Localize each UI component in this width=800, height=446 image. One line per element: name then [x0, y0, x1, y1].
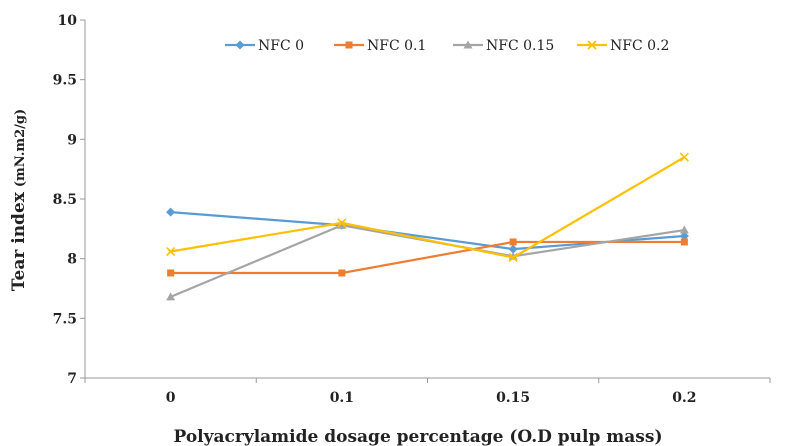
- y-tick-label: 8.5: [53, 192, 77, 208]
- y-axis-title: Tear index(mN.m2/g): [9, 109, 29, 291]
- y-tick-label: 8: [67, 252, 77, 268]
- data-point-nfc-0-15: [337, 220, 347, 229]
- series-line-nfc-0-1: [170, 240, 685, 275]
- data-point-nfc-0: [166, 207, 176, 217]
- series-layer: [166, 152, 689, 301]
- y-tick-label: 10: [58, 13, 78, 29]
- data-point-nfc-0-2: [508, 252, 518, 263]
- data-point-nfc-0-2: [679, 152, 689, 162]
- series-nfc-0: [166, 207, 689, 254]
- data-point-nfc-0-2: [166, 246, 176, 257]
- data-point-nfc-0-15: [166, 292, 176, 301]
- y-tick-label: 7.5: [53, 311, 77, 327]
- x-tick-label: 0.15: [496, 390, 530, 406]
- legend-item-nfc-0-2: NFC 0.2: [577, 38, 669, 54]
- x-tick-labels: 0 0.1 0.15 0.2: [84, 378, 771, 406]
- data-point-nfc-0-1: [167, 269, 175, 277]
- series-nfc-0-1: [167, 238, 688, 277]
- data-point-legend-nfc-0-2: [587, 40, 597, 50]
- x-axis-title: Polyacrylamide dosage percentage (O.D pu…: [174, 427, 663, 446]
- y-tick-label: 9.5: [53, 73, 77, 89]
- x-tick-label: 0.1: [330, 390, 354, 406]
- series-nfc-0-2: [166, 152, 689, 263]
- legend-label: NFC 0.1: [367, 38, 426, 54]
- y-tick-label: 9: [67, 132, 77, 148]
- data-point-nfc-0-15: [679, 225, 689, 234]
- series-nfc-0-15: [166, 220, 689, 301]
- series-line-nfc-0-2: [170, 156, 685, 259]
- legend-label: NFC 0.2: [610, 38, 669, 54]
- legend-item-nfc-0-1: NFC 0.1: [334, 38, 426, 54]
- x-tick-label: 0: [166, 390, 176, 406]
- data-point-nfc-0-2: [337, 218, 347, 228]
- y-tick-labels: 7 7.5 8 8.5 9 9.5 10: [53, 13, 85, 387]
- y-tick-label: 7: [67, 371, 77, 387]
- data-point-legend-nfc-0: [235, 40, 245, 50]
- legend: NFC 0 NFC 0.1 NFC 0.15 NFC 0.2: [225, 38, 669, 54]
- legend-label: NFC 0: [258, 38, 304, 54]
- data-point-nfc-0-1: [338, 269, 346, 277]
- data-point-legend-nfc-0-1: [345, 41, 353, 49]
- data-point-nfc-0-1: [509, 238, 517, 246]
- axes: [84, 20, 770, 379]
- data-point-nfc-0: [679, 231, 689, 241]
- x-tick-label: 0.2: [672, 390, 696, 406]
- data-point-nfc-0: [508, 244, 518, 254]
- series-line-nfc-0-15: [170, 224, 685, 298]
- legend-item-nfc-0: NFC 0: [225, 38, 304, 54]
- data-point-legend-nfc-0-15: [463, 40, 473, 49]
- data-point-nfc-0-1: [680, 238, 688, 246]
- legend-label: NFC 0.15: [486, 38, 554, 54]
- legend-item-nfc-0-15: NFC 0.15: [453, 38, 554, 54]
- series-line-nfc-0: [170, 211, 685, 251]
